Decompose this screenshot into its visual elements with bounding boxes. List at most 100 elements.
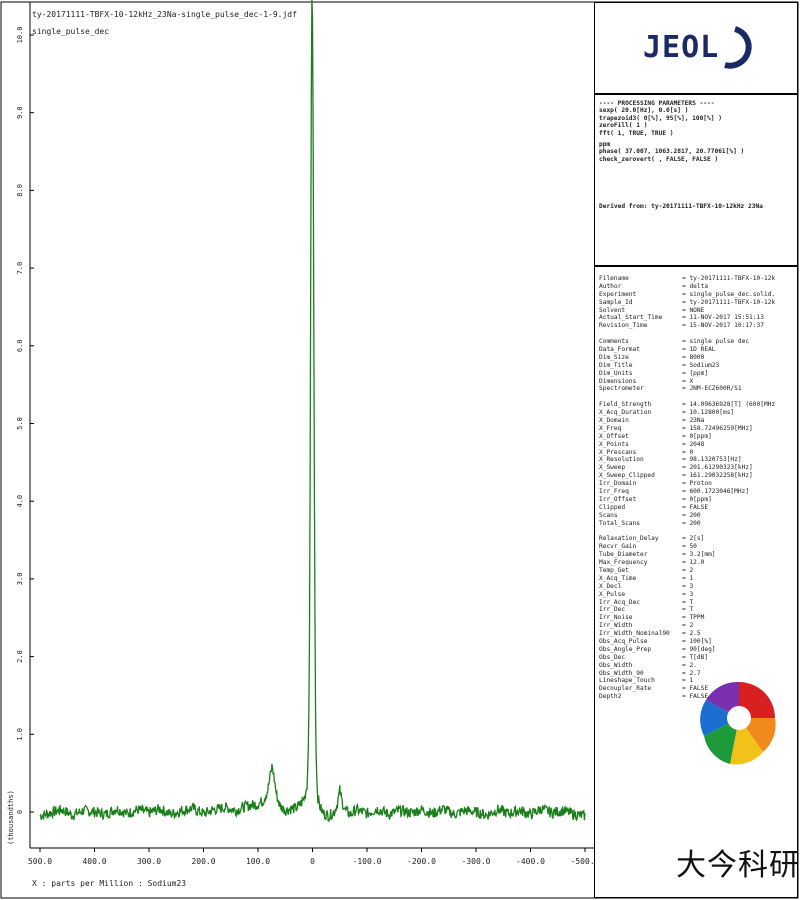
info-row: Sample_Id = ty-20171111-TBFX-10-12k [599, 299, 795, 307]
info-value: = 2[s] [682, 535, 705, 543]
info-value: = 3 [682, 590, 694, 598]
info-row: Scans = 200 [599, 512, 795, 520]
x-tick-label: -200.0 [407, 857, 436, 866]
jeol-logo: JEOL [643, 26, 752, 69]
info-value: = T [682, 598, 694, 606]
info-key: X_Offset [599, 432, 629, 440]
processing-line: sexp( 20.0[Hz], 0.0[s] ) [599, 107, 689, 115]
info-key: Relaxation_Delay [599, 535, 659, 543]
info-value: = 15-NOV-2017 10:17:37 [682, 322, 764, 330]
info-row: Obs_Angle_Prep = 90[deg] [599, 646, 795, 654]
info-key: Irr_Acq_Dec [599, 598, 640, 606]
info-gap [599, 393, 795, 401]
info-row: Tube_Diameter = 3.2[mm] [599, 551, 795, 559]
info-key: Actual_Start_Time [599, 314, 663, 322]
info-row: Obs_Dec = T[dB] [599, 654, 795, 662]
info-key: X_Prescans [599, 448, 637, 456]
info-key: Comments [599, 338, 629, 346]
info-key: Irr_Offset [599, 495, 637, 503]
info-key: Irr_Noise [599, 614, 633, 622]
info-key: X_Acq_Time [599, 574, 637, 582]
processing-line: phase( 37.007, 1063.2817, 20.77061[%] ) [599, 148, 745, 156]
info-key: Obs_Dec [599, 653, 626, 661]
y-tick-label: 6.0 [16, 339, 24, 352]
y-tick-label: 10.0 [16, 27, 24, 44]
info-row: Spectrometer = JNM-ECZ600R/S1 [599, 385, 795, 393]
info-key: Data_Format [599, 346, 640, 354]
info-row: Irr_Width = 2 [599, 622, 795, 630]
info-key: Total_Scans [599, 519, 640, 527]
info-row: Relaxation_Delay = 2[s] [599, 535, 795, 543]
x-axis-ticks: 500.0 400.0 300.0 200.0 100.0 0 -100.0 -200.0 -3… [28, 848, 600, 866]
info-key: Obs_Angle_Prep [599, 645, 652, 653]
info-row: Author = delta [599, 283, 795, 291]
info-value: = 200 [682, 519, 701, 527]
info-row: X_Freq = 158.72496259[MHz] [599, 425, 795, 433]
info-value: = 100[%] [682, 637, 712, 645]
x-axis-label: X : parts per Million : Sodium23 [32, 879, 186, 888]
processing-line: check_zerovert( , FALSE, FALSE ) [599, 155, 719, 163]
info-key: X_Sweep [599, 464, 626, 472]
jeol-logo-text: JEOL [643, 30, 719, 65]
info-key: Obs_Width_90 [599, 669, 644, 677]
processing-parameters-panel: ---- PROCESSING PARAMETERS ---- sexp( 20.… [594, 94, 798, 266]
info-row: Irr_Offset = 0[ppm] [599, 496, 795, 504]
info-key: Dim_Size [599, 353, 629, 361]
info-value: = 1D REAL [682, 346, 716, 354]
info-value: = TPPM [682, 614, 705, 622]
info-rows: Filename = ty-20171111-TBFX-10-12k Author =… [599, 275, 795, 701]
info-row: Filename = ty-20171111-TBFX-10-12k [599, 275, 795, 283]
y-axis-ticks: 0 1.0 2.0 3.0 4.0 5.0 6.0 7.0 8.0 9.0 10.0 [16, 27, 34, 814]
info-key: Sample_Id [599, 298, 633, 306]
info-row: Obs_Width = 2. [599, 662, 795, 670]
x-tick-label: -300.0 [462, 857, 491, 866]
info-key: Obs_Acq_Pulse [599, 637, 648, 645]
info-value: = 1 [682, 574, 694, 582]
info-value: = Sodium23 [682, 361, 720, 369]
header-file-line: ty-20171111-TBFX-10-12kHz_23Na-single_pu… [32, 10, 297, 19]
info-key: Tube_Diameter [599, 551, 648, 559]
info-value: = Proton [682, 480, 712, 488]
info-key: Irr_Dec [599, 606, 626, 614]
info-key: Lineshape_Touch [599, 677, 655, 685]
info-key: Spectrometer [599, 385, 644, 393]
info-value: = 12.0 [682, 559, 705, 567]
info-key: Experiment [599, 290, 637, 298]
info-value: = 2048 [682, 440, 705, 448]
info-row: Dim_Units = [ppm] [599, 370, 795, 378]
info-row: Max_Frequency = 12.0 [599, 559, 795, 567]
info-value: = ty-20171111-TBFX-10-12k [682, 298, 776, 306]
x-tick-label: -500.0 [571, 857, 600, 866]
info-value: = 98.1320753[Hz] [682, 456, 742, 464]
info-row: Actual_Start_Time = 11-NOV-2017 15:51:13 [599, 314, 795, 322]
info-key: Author [599, 282, 622, 290]
y-tick-label: 5.0 [16, 417, 24, 430]
info-row: Temp_Get = 2 [599, 567, 795, 575]
info-value: = 0[ppm] [682, 495, 712, 503]
info-value: = 2 [682, 566, 694, 574]
info-row: Solvent = NONE [599, 307, 795, 315]
info-row: Dim_Size = 8000 [599, 354, 795, 362]
x-tick-label: -100.0 [353, 857, 382, 866]
x-tick-label: 500.0 [28, 857, 52, 866]
info-row: Lineshape_Touch = 1 [599, 677, 795, 685]
spectrum-series-line [39, 0, 586, 822]
info-row: X_Sweep = 201.61290323[kHz] [599, 464, 795, 472]
info-value: = 2.7 [682, 669, 701, 677]
info-value: = T [682, 606, 694, 614]
info-key: X_Points [599, 440, 629, 448]
logo-panel: JEOL [594, 2, 798, 94]
info-value: = ty-20171111-TBFX-10-12k [682, 275, 776, 282]
info-row: Decoupler_Rate = FALSE [599, 685, 795, 693]
info-value: = delta [682, 282, 709, 290]
info-key: Depth2 [599, 693, 622, 701]
info-row: Obs_Width_90 = 2.7 [599, 670, 795, 678]
info-row: X_Acq_Duration = 10.12800[ms] [599, 409, 795, 417]
y-tick-label: 4.0 [16, 495, 24, 508]
info-key: Filename [599, 275, 629, 282]
info-value: = T[dB] [682, 653, 709, 661]
info-value: = 23Na [682, 417, 705, 425]
info-value: = 14.09636928[T] (600[MHz [682, 401, 776, 409]
